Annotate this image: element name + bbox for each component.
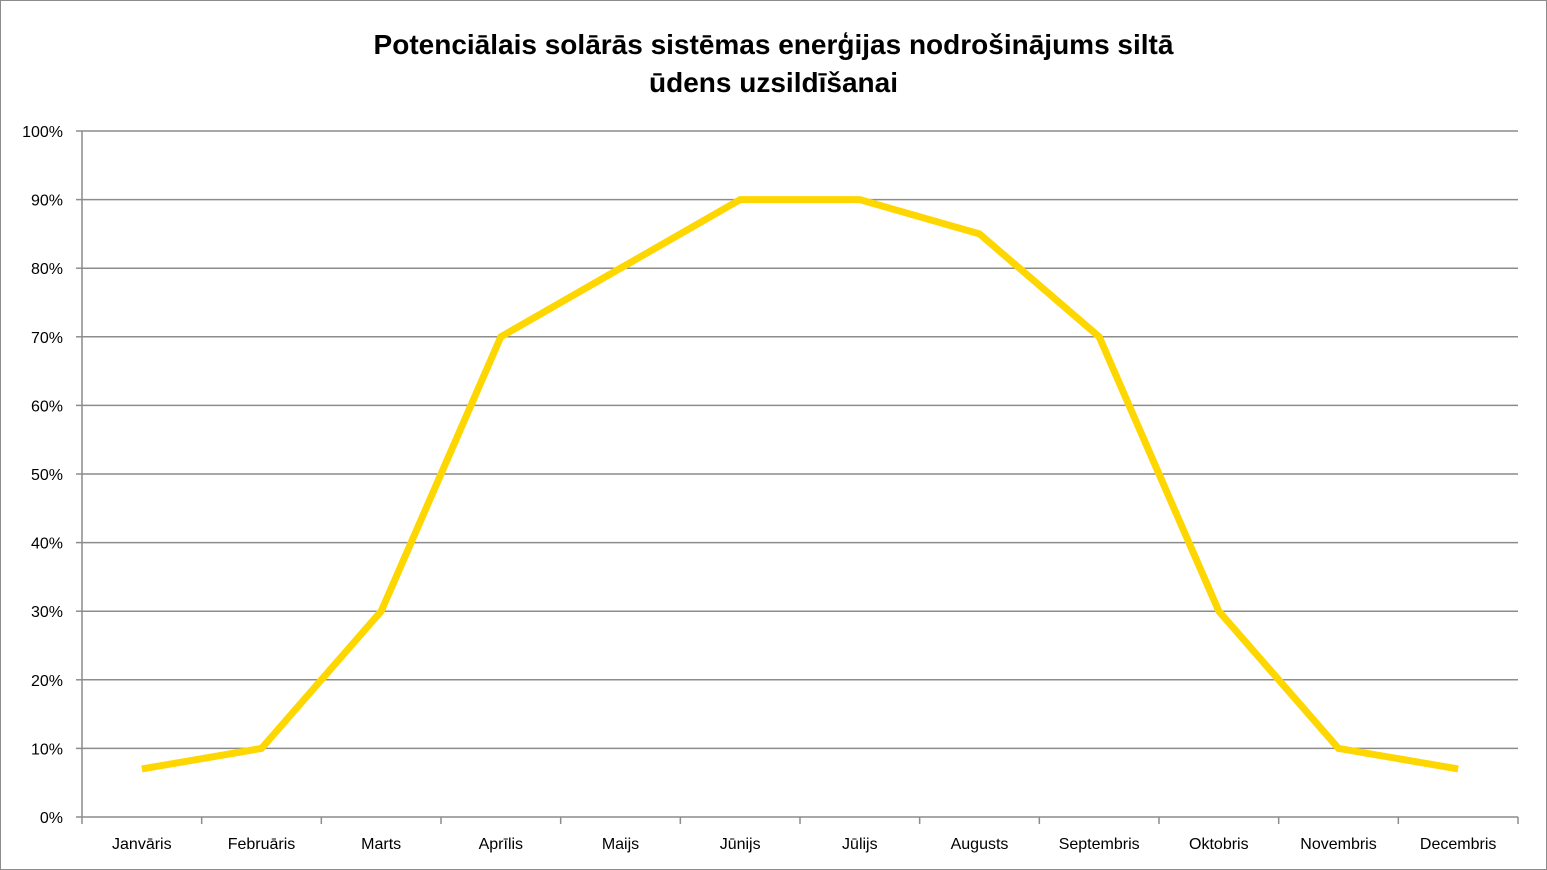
x-tick-label: Oktobris: [1189, 836, 1249, 853]
y-tick-label: 60%: [31, 398, 63, 415]
x-axis-tick-labels: Janvāris Februāris Marts Aprīlis Maijs Jūnijs…: [112, 836, 1496, 853]
series-line: [141, 196, 1459, 773]
y-tick-label: 10%: [31, 741, 63, 758]
chart-title-line-2: ūdens uzsildīšanai: [649, 67, 898, 98]
y-tick-label: 70%: [31, 330, 63, 347]
y-tick-label: 100%: [22, 124, 63, 141]
x-tick-label: Maijs: [602, 836, 639, 853]
x-tick-label: Februāris: [228, 836, 296, 853]
chart-title: Potenciālais solārās sistēmas enerģijas …: [0, 26, 1547, 102]
y-tick-label: 80%: [31, 261, 63, 278]
x-tick-label: Jūnijs: [720, 836, 761, 853]
x-tick-label: Septembris: [1059, 836, 1140, 853]
x-tick-label: Augusts: [951, 836, 1009, 853]
chart-title-line-1: Potenciālais solārās sistēmas enerģijas …: [373, 29, 1174, 60]
axes: [76, 130, 1519, 824]
series-lines: [141, 196, 1459, 773]
x-tick-label: Jūlijs: [842, 836, 878, 853]
x-tick-label: Janvāris: [112, 836, 172, 853]
y-axis-tick-labels: 0% 10% 20% 30% 40% 50% 60% 70% 80% 90% 100%: [22, 124, 63, 827]
gridlines: [82, 130, 1518, 750]
y-tick-label: 20%: [31, 673, 63, 690]
x-tick-label: Aprīlis: [479, 836, 523, 853]
y-tick-label: 90%: [31, 193, 63, 210]
y-tick-label: 40%: [31, 536, 63, 553]
y-tick-label: 30%: [31, 604, 63, 621]
x-tick-label: Marts: [361, 836, 401, 853]
y-tick-label: 50%: [31, 467, 63, 484]
y-tick-label: 0%: [40, 810, 63, 827]
x-tick-label: Novembris: [1300, 836, 1376, 853]
x-tick-label: Decembris: [1420, 836, 1496, 853]
